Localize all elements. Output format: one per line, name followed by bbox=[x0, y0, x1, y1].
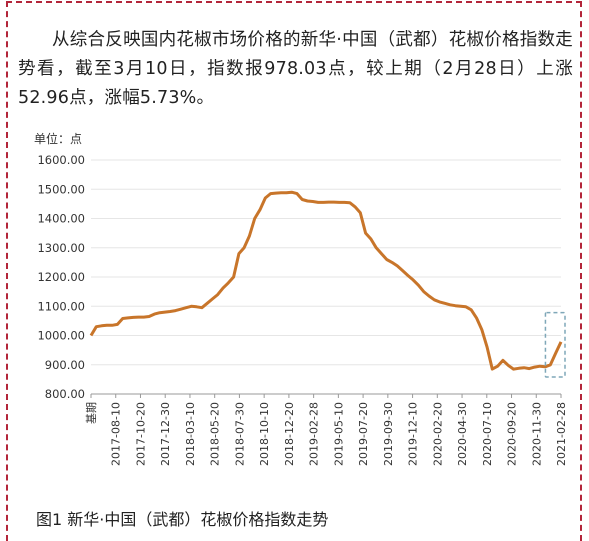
x-tick-label: 2018-07-30 bbox=[233, 402, 246, 466]
series-line bbox=[89, 190, 563, 371]
x-tick-label: 2019-07-20 bbox=[357, 402, 370, 466]
x-tick-label: 2018-10-10 bbox=[258, 402, 271, 466]
unit-label: 单位：点 bbox=[34, 131, 82, 146]
y-tick-label: 1200.00 bbox=[37, 270, 85, 284]
x-tick-label: 2018-03-10 bbox=[184, 402, 197, 466]
x-tick-label: 2017-10-20 bbox=[134, 402, 147, 466]
x-tick-label: 2020-11-30 bbox=[530, 402, 543, 466]
x-axis-ticks: 基期 2017-08-10 2017-10-20 2017-12-30 2018-03-… bbox=[85, 394, 568, 466]
x-tick-label: 2017-12-30 bbox=[159, 402, 172, 466]
y-tick-label: 1500.00 bbox=[37, 182, 85, 196]
x-tick-label: 2019-02-28 bbox=[308, 402, 321, 466]
figure-caption: 图1 新华·中国（武都）花椒价格指数走势 bbox=[36, 510, 329, 529]
x-tick-label: 基期 bbox=[85, 402, 98, 424]
y-tick-label: 1000.00 bbox=[37, 329, 85, 343]
x-tick-label: 2020-04-30 bbox=[456, 402, 469, 466]
x-tick-label: 2021-02-28 bbox=[555, 402, 568, 466]
x-tick-label: 2018-05-20 bbox=[209, 402, 222, 466]
x-tick-label: 2019-05-10 bbox=[332, 402, 345, 466]
summary-paragraph: 从综合反映国内花椒市场价格的新华·中国（武都）花椒价格指数走势看，截至3月10日… bbox=[18, 30, 573, 108]
x-tick-label: 2020-02-20 bbox=[431, 402, 444, 466]
x-tick-label: 2019-09-30 bbox=[382, 402, 395, 466]
y-tick-label: 1400.00 bbox=[37, 212, 85, 226]
y-tick-label: 1100.00 bbox=[37, 299, 85, 313]
highlight-box bbox=[544, 311, 566, 378]
x-tick-label: 2017-08-10 bbox=[110, 402, 123, 466]
y-tick-label: 1300.00 bbox=[37, 241, 85, 255]
y-tick-label: 1600.00 bbox=[37, 153, 85, 167]
x-tick-label: 2018-12-20 bbox=[283, 402, 296, 466]
dashed-border bbox=[6, 1, 582, 541]
x-tick-label: 2020-07-10 bbox=[481, 402, 494, 466]
x-tick-label: 2019-12-10 bbox=[407, 402, 420, 466]
y-axis-ticks: 1600.00 1500.00 1400.00 1300.00 1200.00 1100.… bbox=[37, 153, 85, 401]
y-tick-label: 900.00 bbox=[45, 358, 85, 372]
x-tick-label: 2020-09-20 bbox=[506, 402, 519, 466]
y-tick-label: 800.00 bbox=[45, 387, 85, 401]
